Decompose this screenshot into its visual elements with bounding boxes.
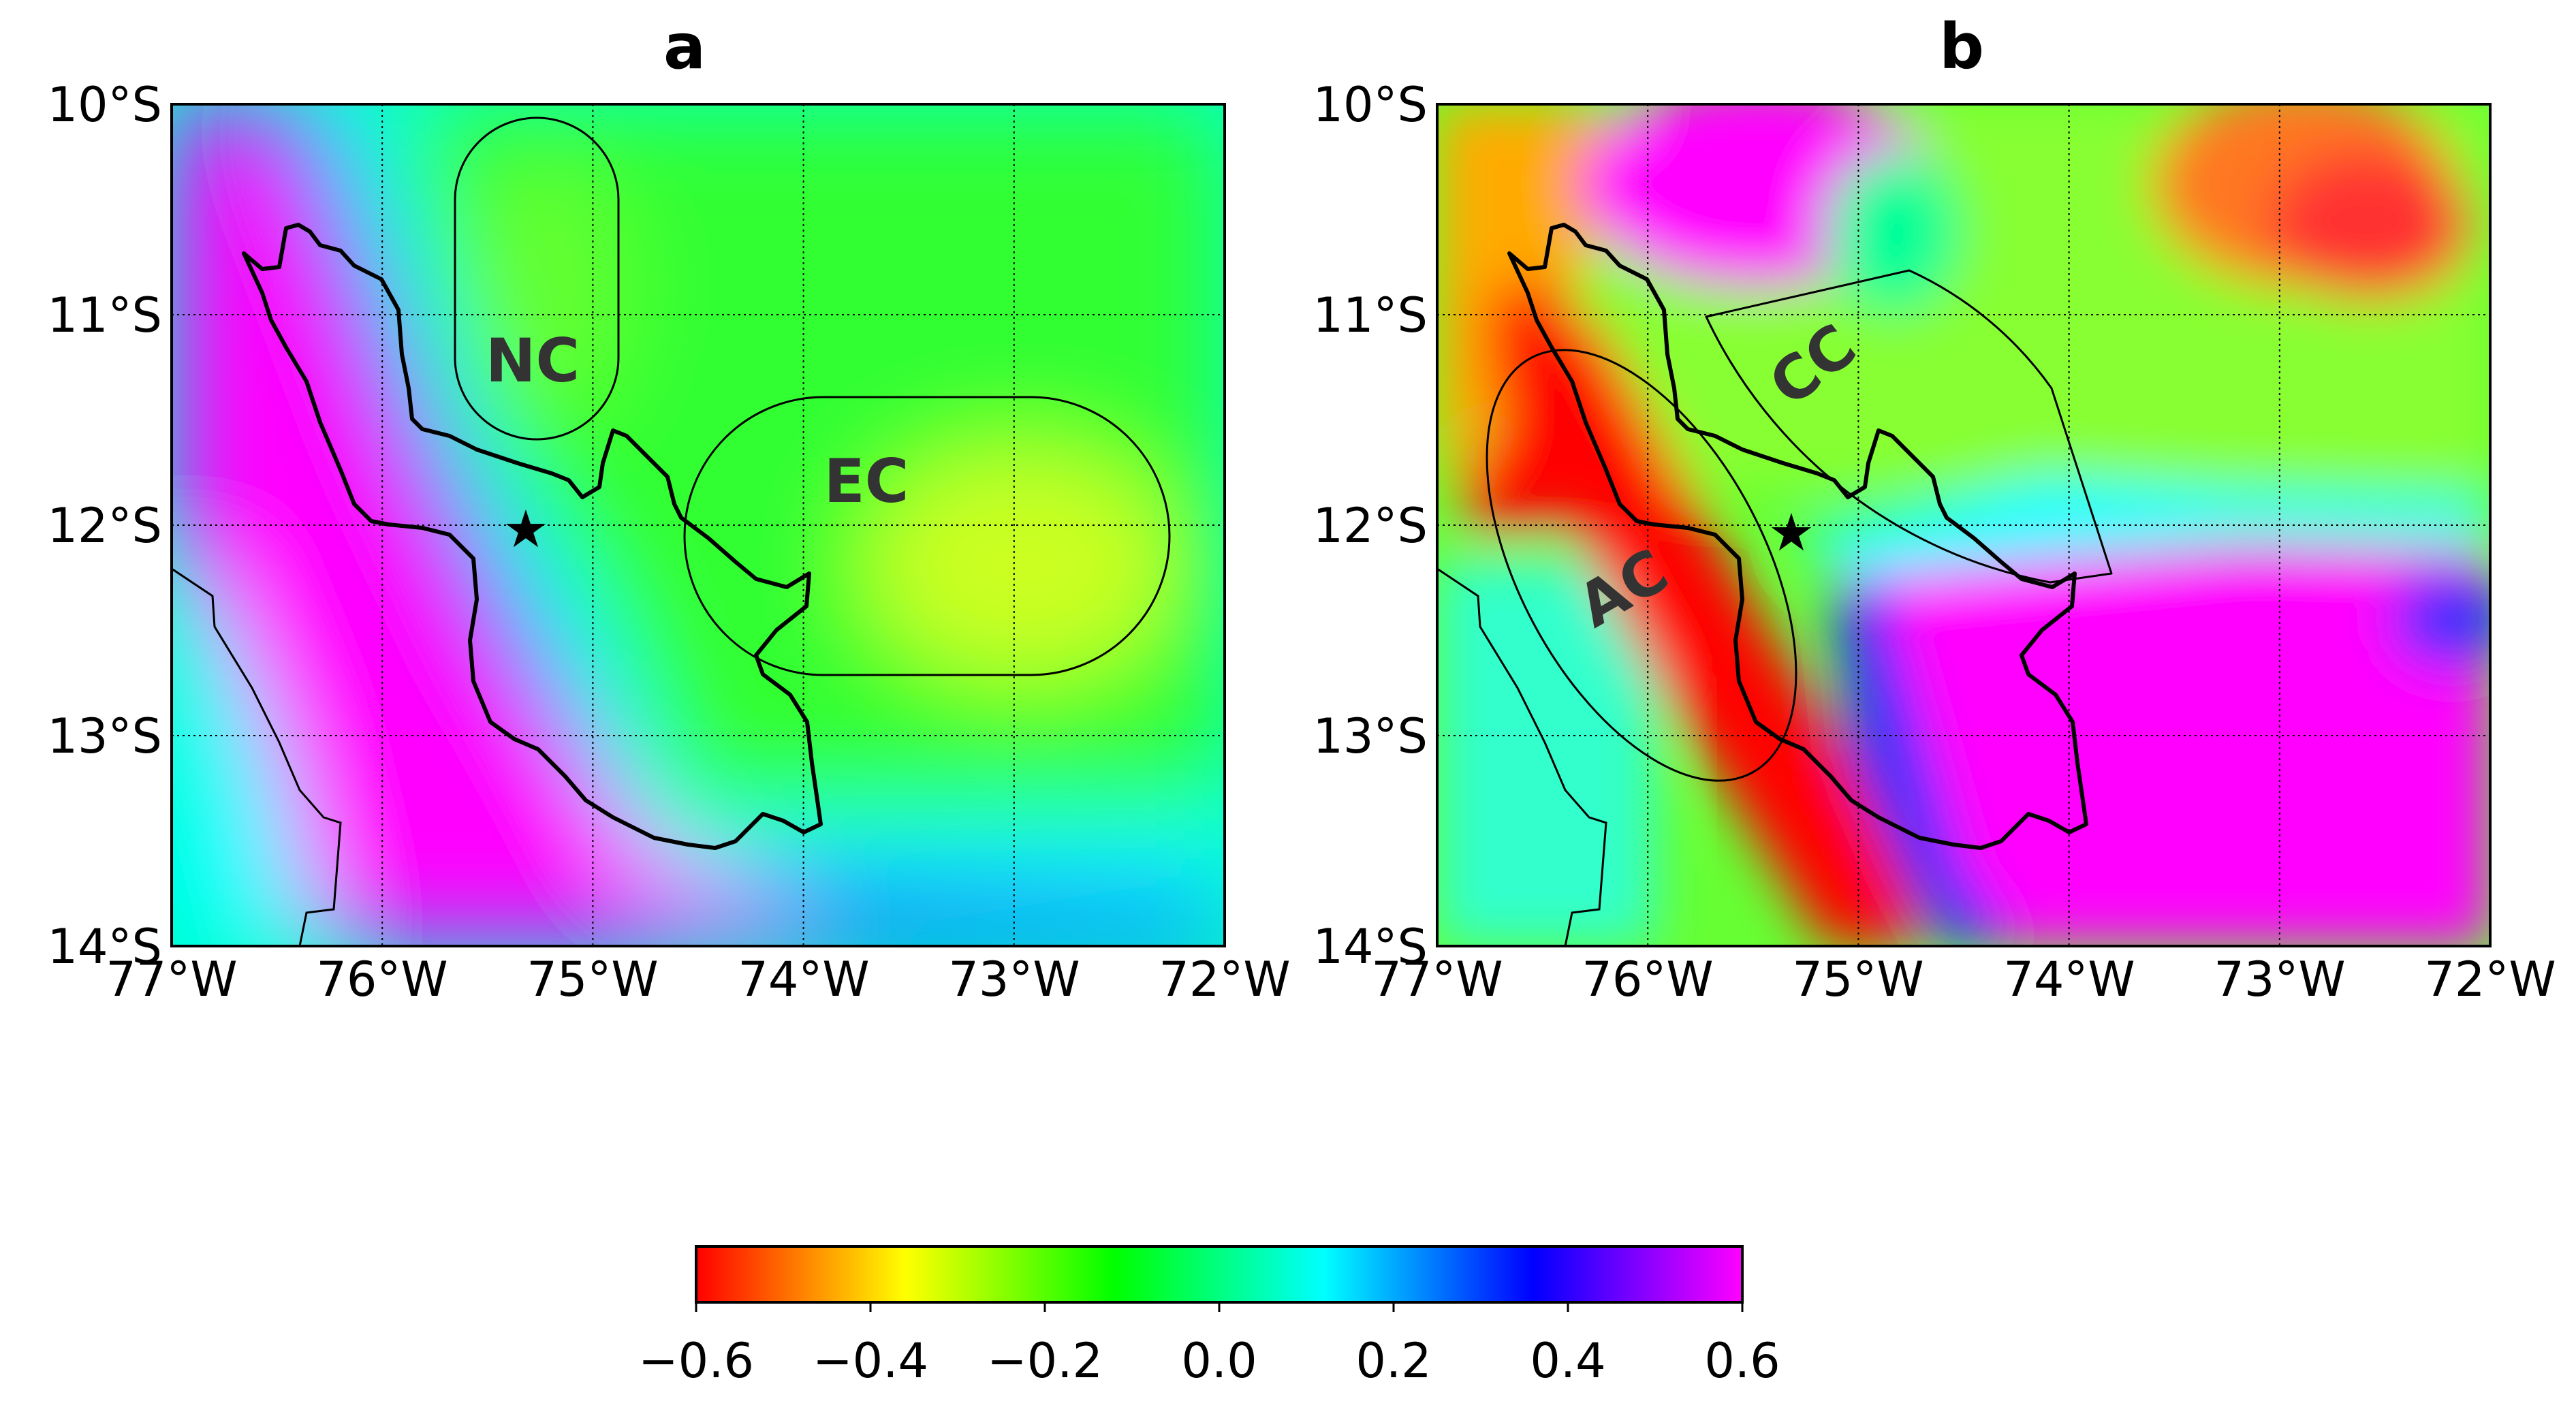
panel-b-coastline	[1437, 567, 1607, 946]
panel-a-region-label-nc: NC	[486, 326, 580, 396]
panel-b-lon-ticks: 77°W 76°W 75°W 74°W 73°W 72°W	[1371, 952, 2556, 1007]
panel-a-basin-outline	[242, 223, 823, 850]
panel-a-lat-tick: 13°S	[47, 708, 162, 764]
panel-b-station-star-icon: ★	[1768, 502, 1815, 563]
panel-a-lon-ticks: 77°W 76°W 75°W 74°W 73°W 72°W	[106, 952, 1290, 1007]
panel-a-lon-tick: 72°W	[1159, 952, 1290, 1007]
panel-b-frame	[1436, 103, 2492, 947]
panel-a-lon-tick: 75°W	[527, 952, 658, 1007]
panel-a-station-star-icon: ★	[503, 499, 549, 559]
colorbar-tick-label: −0.6	[638, 1333, 754, 1389]
colorbar: −0.6 −0.4 −0.2 0.0 0.2 0.4 0.6	[638, 1245, 1780, 1389]
panel-a-lon-tick: 76°W	[316, 952, 447, 1007]
colorbar-gradient	[695, 1245, 1744, 1304]
panel-a-region-label-ec: EC	[824, 446, 909, 516]
panel-b: b	[1313, 10, 2556, 1007]
colorbar-tick-label: 0.6	[1704, 1333, 1780, 1389]
colorbar-tick-label: −0.4	[813, 1333, 928, 1389]
panel-b-region-ac-outline	[1486, 349, 1797, 782]
panel-b-lat-ticks: 10°S 11°S 12°S 13°S 14°S	[1313, 77, 1428, 975]
panel-a-lat-tick: 10°S	[47, 77, 162, 133]
panel-b-lon-tick: 77°W	[1371, 952, 1503, 1007]
panel-b-field	[1437, 104, 2490, 946]
panel-a-region-nc-outline	[454, 116, 620, 441]
panel-a-region-ec-outline	[683, 396, 1171, 676]
panel-b-region-cc-outline	[1705, 269, 2113, 584]
panel-a-lat-tick: 14°S	[47, 919, 162, 975]
colorbar-tick-label: −0.2	[987, 1333, 1103, 1389]
panel-b-lon-tick: 74°W	[2003, 952, 2135, 1007]
panel-b-lon-tick: 72°W	[2424, 952, 2556, 1007]
panel-a: a	[47, 10, 1290, 1007]
panel-b-basin-outline	[1507, 223, 2088, 850]
panel-b-lon-tick: 73°W	[2214, 952, 2345, 1007]
panel-b-lat-tick: 10°S	[1313, 77, 1428, 133]
panel-a-lat-tick: 11°S	[47, 287, 162, 343]
panel-b-title: b	[1939, 10, 1984, 83]
panel-a-title: a	[663, 10, 706, 83]
panel-b-lat-tick: 14°S	[1313, 919, 1428, 975]
panel-a-lat-ticks: 10°S 11°S 12°S 13°S 14°S	[47, 77, 162, 975]
panel-a-lon-tick: 74°W	[738, 952, 869, 1007]
panel-a-lat-tick: 12°S	[47, 498, 162, 554]
panel-b-lat-tick: 11°S	[1313, 287, 1428, 343]
colorbar-ticks	[695, 1302, 1744, 1312]
panel-b-lat-tick: 13°S	[1313, 708, 1428, 764]
colorbar-tick-label: 0.4	[1530, 1333, 1605, 1389]
colorbar-tick-label: 0.2	[1355, 1333, 1431, 1389]
panel-b-lon-tick: 75°W	[1792, 952, 1923, 1007]
colorbar-tick-label: 0.0	[1181, 1333, 1257, 1389]
panel-a-coastline	[172, 567, 342, 946]
panel-a-frame	[170, 103, 1226, 947]
panel-a-lon-tick: 77°W	[106, 952, 237, 1007]
panel-b-lon-tick: 76°W	[1582, 952, 1713, 1007]
colorbar-tick-labels: −0.6 −0.4 −0.2 0.0 0.2 0.4 0.6	[638, 1333, 1780, 1389]
panel-a-lon-tick: 73°W	[948, 952, 1080, 1007]
panel-b-lat-tick: 12°S	[1313, 498, 1428, 554]
